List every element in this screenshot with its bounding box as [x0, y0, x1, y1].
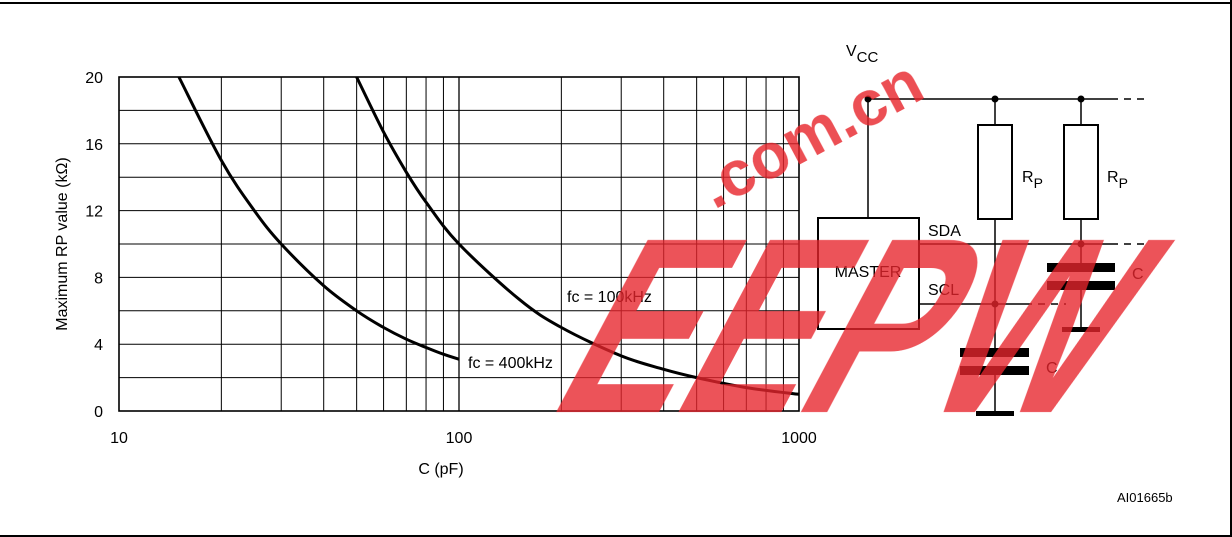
- sda-cap-label: C: [1132, 266, 1144, 283]
- y-tick-label: 12: [85, 204, 103, 221]
- master-box: [817, 217, 920, 330]
- plot-border: [118, 76, 800, 412]
- bus-circuit-schematic: VCC MASTER SDA SCL RP RP: [817, 43, 1148, 416]
- scl-cap-label: C: [1046, 360, 1058, 377]
- sda-label: SDA: [928, 223, 961, 240]
- x-tick-label: 1000: [781, 430, 817, 447]
- rp2-label: RP: [1107, 169, 1128, 191]
- scl-label: SCL: [928, 282, 959, 299]
- y-tick-label: 16: [85, 137, 103, 154]
- series-label-400khz: fc = 400kHz: [468, 355, 553, 372]
- series-label-100khz: fc = 100kHz: [567, 289, 652, 306]
- y-tick-label: 0: [94, 404, 103, 421]
- scl-cap-plate-top: [960, 348, 1029, 357]
- sda-cap-ground: [1062, 327, 1100, 332]
- y-tick-label: 8: [94, 270, 103, 287]
- vcc-label: VCC: [846, 43, 879, 66]
- eepw-watermark: EEPW .com.cn: [516, 45, 1207, 465]
- y-tick-label: 20: [85, 70, 103, 87]
- master-label: MASTER: [835, 264, 902, 281]
- scl-cap-ground: [976, 411, 1014, 416]
- curve-series-1: [355, 76, 800, 396]
- y-tick-label: 4: [94, 337, 103, 354]
- chart-tick-labels: 0 4 8 12 16 20 10 100 1000: [85, 70, 817, 447]
- sda-cap-plate-top: [1047, 263, 1115, 272]
- y-axis-label: Maximum RP value (kΩ): [54, 157, 71, 330]
- chart-curves: [177, 76, 800, 396]
- rp1-label: RP: [1022, 169, 1043, 191]
- x-tick-label: 10: [110, 430, 128, 447]
- chart-grid: [119, 77, 799, 411]
- x-axis-label: C (pF): [418, 461, 463, 478]
- x-tick-label: 100: [446, 430, 473, 447]
- sda-cap-plate-bottom: [1047, 281, 1115, 290]
- figure-id-code: AI01665b: [1117, 490, 1173, 505]
- scl-cap-plate-bottom: [960, 366, 1029, 375]
- chart: 0 4 8 12 16 20 10 100 1000 C (pF) Maximum RP val…: [54, 70, 817, 478]
- curve-series-0: [177, 76, 460, 361]
- watermark-brand: EEPW: [516, 185, 1207, 465]
